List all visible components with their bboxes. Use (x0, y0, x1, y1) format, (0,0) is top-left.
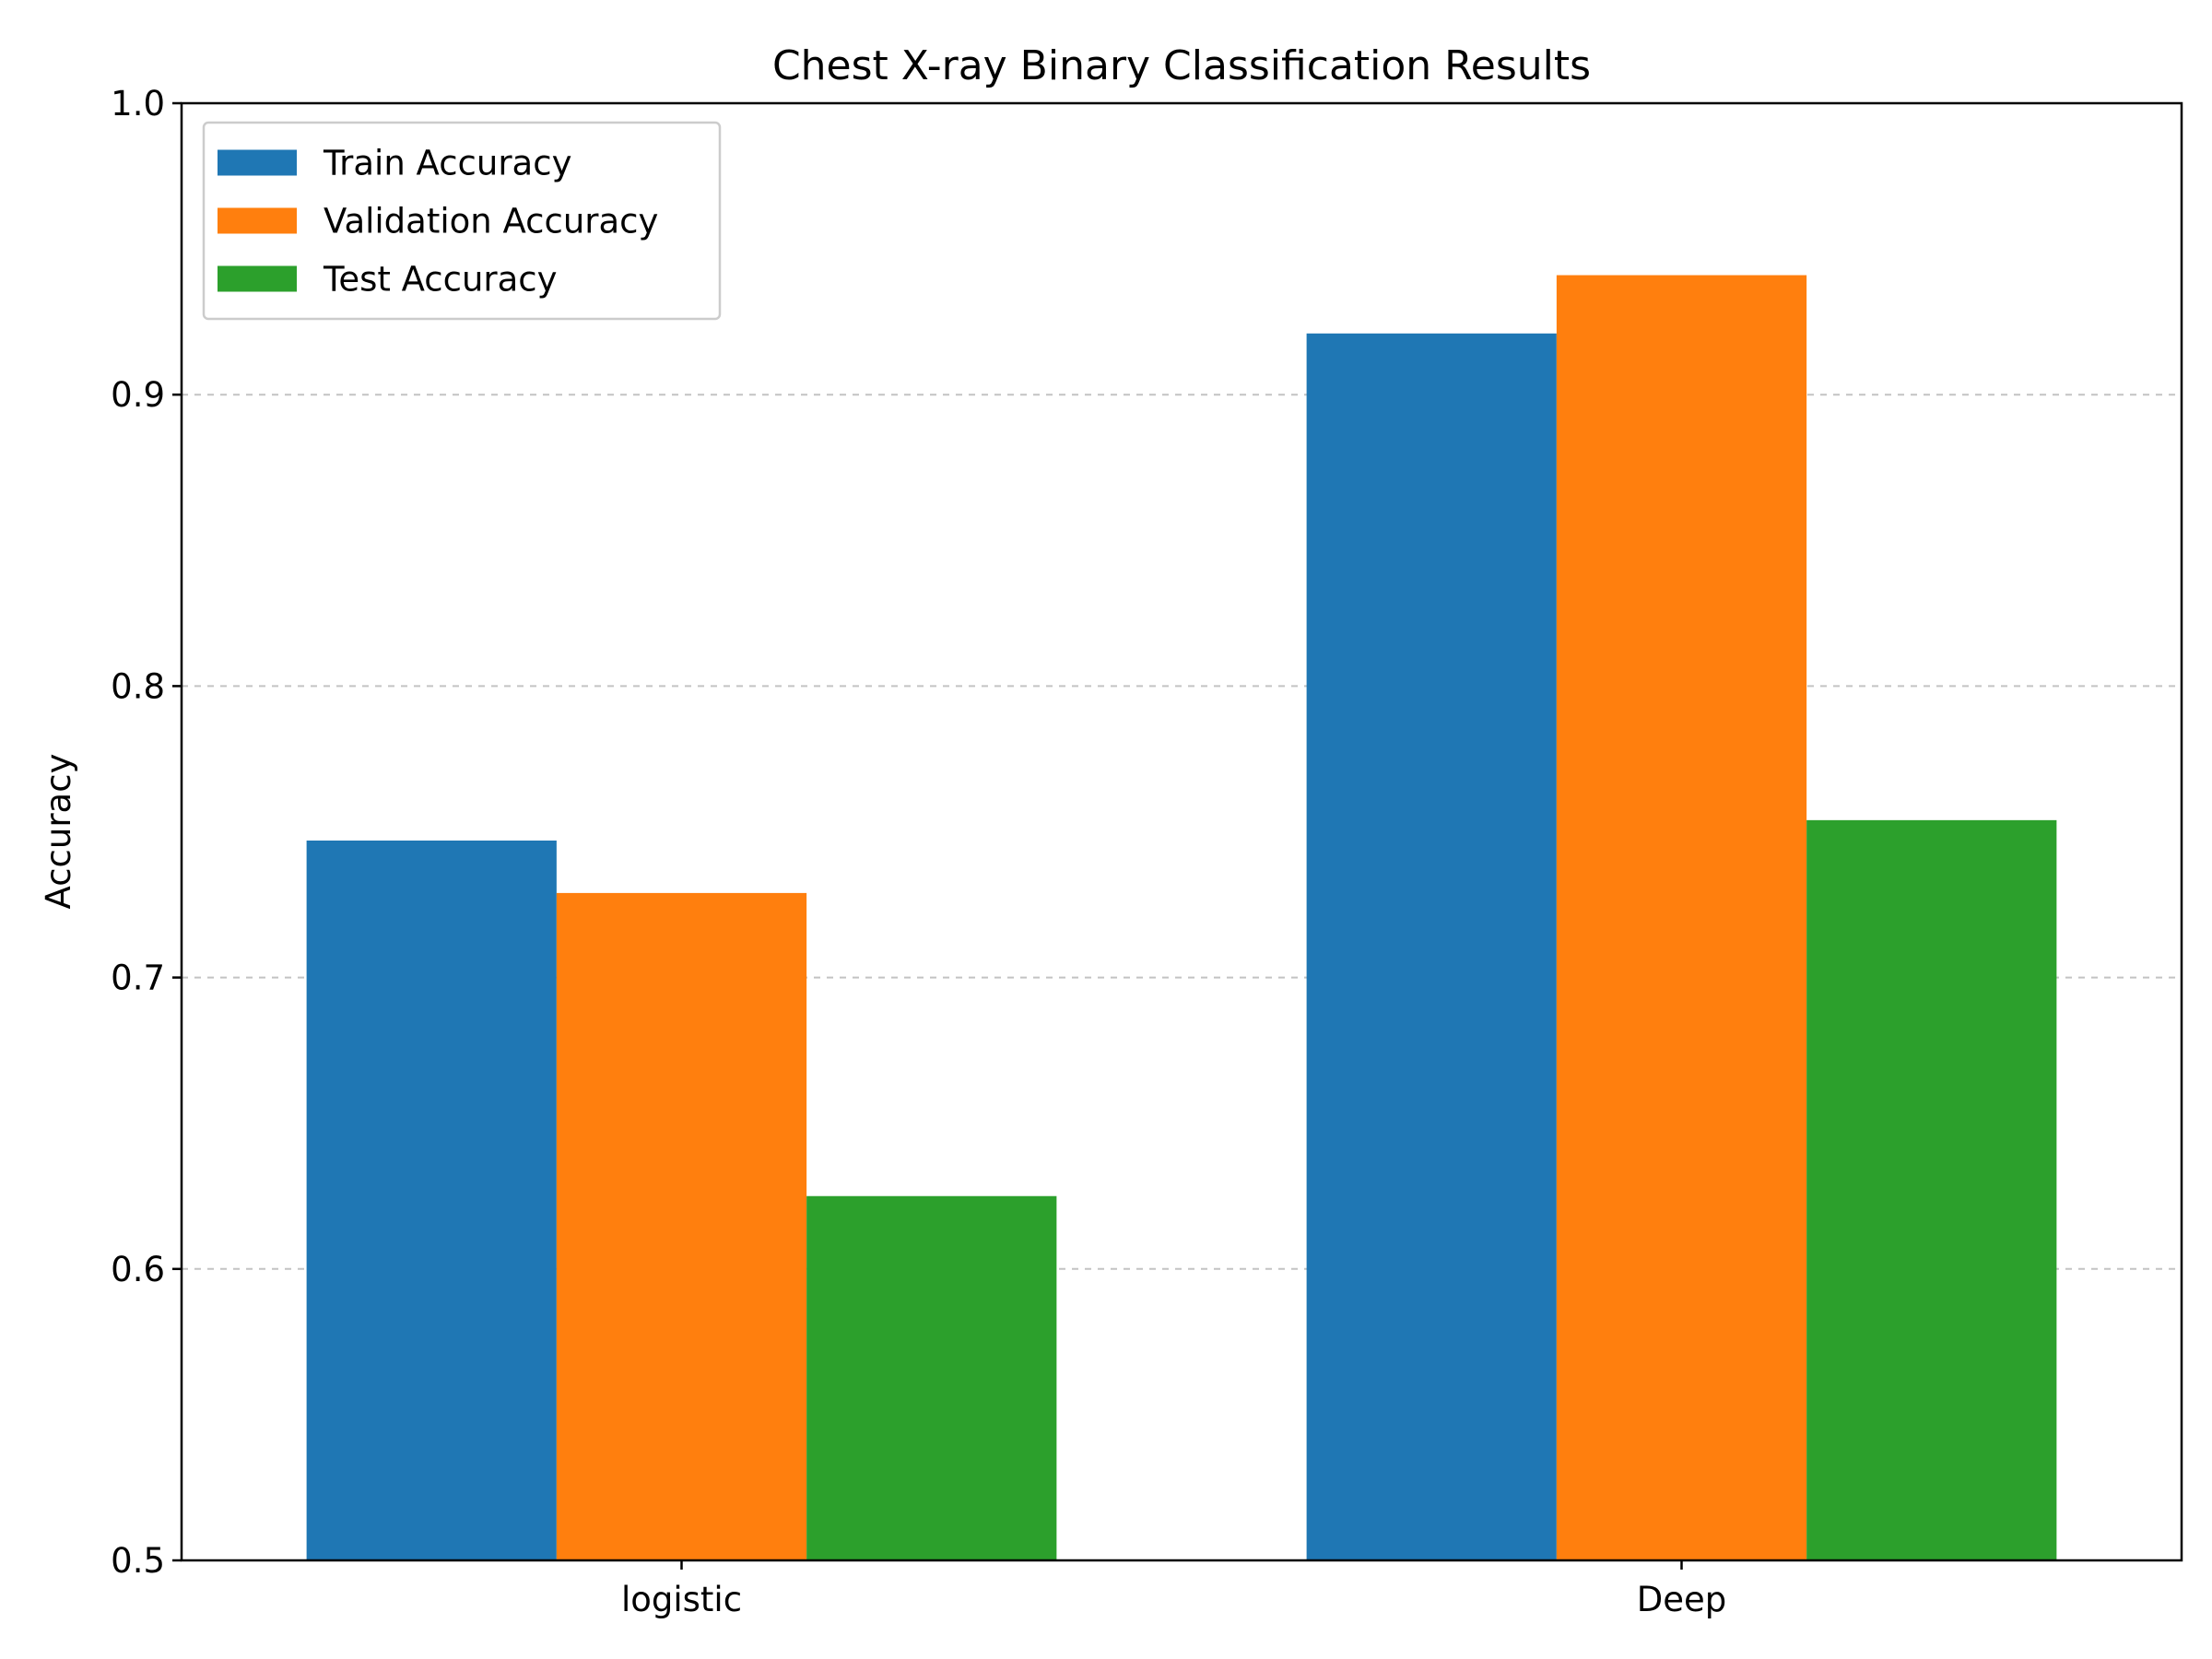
y-tick-label: 0.8 (111, 666, 165, 706)
legend-swatch (218, 265, 297, 292)
y-tick-label: 0.7 (111, 959, 165, 998)
x-tick-label: logistic (621, 1580, 742, 1619)
plot-frame (180, 101, 2183, 1562)
y-tick-label: 0.5 (111, 1541, 165, 1581)
bar (1556, 275, 1807, 1561)
bar (1306, 333, 1557, 1561)
legend-label: Train Accuracy (323, 144, 571, 183)
bar (806, 1195, 1057, 1560)
legend-label: Test Accuracy (323, 260, 558, 300)
legend-label: Validation Accuracy (324, 202, 658, 241)
legend-frame (202, 121, 722, 321)
chart-title: Chest X-ray Binary Classification Result… (772, 42, 1591, 89)
x-tick-label: Deep (1637, 1580, 1727, 1619)
y-tick-label: 0.9 (111, 375, 165, 415)
y-tick-label: 1.0 (111, 84, 165, 124)
y-axis-label: Accuracy (39, 754, 78, 910)
bar (306, 840, 557, 1560)
y-tick-label: 0.6 (111, 1250, 165, 1289)
legend: Train Accuracy Validation Accuracy Test Ac… (202, 121, 722, 321)
bars (306, 275, 2057, 1561)
legend-swatch (218, 149, 297, 176)
legend-swatch (218, 207, 297, 234)
x-axis: logistic Deep (621, 1560, 1726, 1619)
bar (556, 892, 807, 1560)
bar (1806, 819, 2057, 1560)
y-axis: 0.5 0.6 0.7 0.8 0.9 1.0 (111, 84, 182, 1581)
